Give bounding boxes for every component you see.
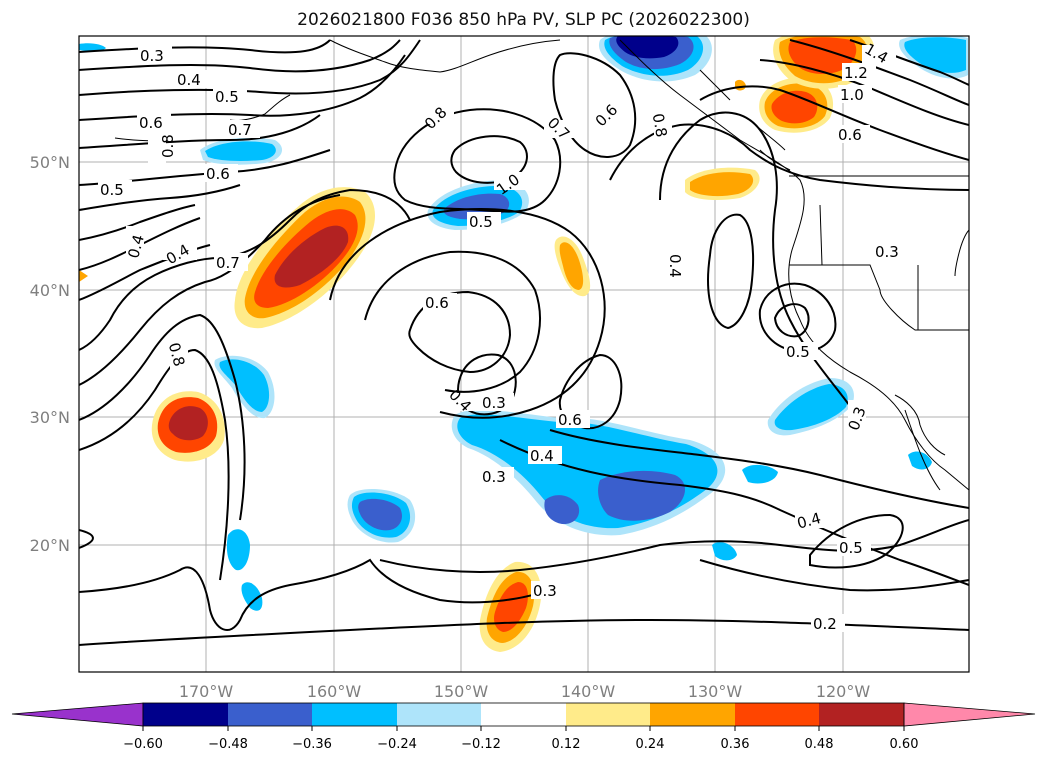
svg-text:0.4: 0.4 xyxy=(124,233,148,261)
svg-text:1.2: 1.2 xyxy=(844,64,868,82)
latitude-labels: 50°N 40°N 30°N 20°N xyxy=(30,153,70,555)
svg-text:0.8: 0.8 xyxy=(159,134,177,158)
colorbar-tick: −0.48 xyxy=(208,737,248,752)
svg-text:0.4: 0.4 xyxy=(666,254,684,278)
svg-text:0.5: 0.5 xyxy=(786,343,810,361)
colorbar-tick: −0.12 xyxy=(461,737,501,752)
svg-text:0.2: 0.2 xyxy=(813,615,837,633)
svg-text:0.3: 0.3 xyxy=(482,394,506,412)
longitude-labels: 170°W 160°W 150°W 140°W 130°W 120°W xyxy=(179,682,871,701)
colorbar-bin xyxy=(228,703,312,726)
coastlines-borders xyxy=(114,39,969,491)
svg-text:1.0: 1.0 xyxy=(840,86,864,104)
colorbar-tick: −0.36 xyxy=(292,737,332,752)
colorbar-bin xyxy=(735,703,819,726)
lat-label: 20°N xyxy=(30,536,70,555)
svg-text:0.3: 0.3 xyxy=(533,582,557,600)
svg-text:0.6: 0.6 xyxy=(139,114,163,132)
lat-label: 50°N xyxy=(30,153,70,172)
colorbar-bin xyxy=(312,703,397,726)
lat-label: 30°N xyxy=(30,408,70,427)
svg-text:0.5: 0.5 xyxy=(215,88,239,106)
svg-text:0.7: 0.7 xyxy=(216,254,240,272)
colorbar-tick: 0.48 xyxy=(805,737,834,752)
svg-text:0.3: 0.3 xyxy=(482,468,506,486)
lon-label: 160°W xyxy=(307,682,362,701)
svg-text:0.4: 0.4 xyxy=(795,509,823,533)
colorbar-over xyxy=(903,702,1036,727)
colorbar-bin xyxy=(397,703,481,726)
lon-label: 130°W xyxy=(688,682,743,701)
colorbar-tick: 0.12 xyxy=(552,737,581,752)
map-title: 2026021800 F036 850 hPa PV, SLP PC (2026… xyxy=(297,10,750,30)
svg-text:0.6: 0.6 xyxy=(558,411,582,429)
svg-text:0.5: 0.5 xyxy=(100,181,124,199)
colorbar-tick: 0.60 xyxy=(890,737,919,752)
svg-text:0.6: 0.6 xyxy=(425,294,449,312)
colorbar-under xyxy=(11,702,144,727)
lon-label: 120°W xyxy=(816,682,871,701)
svg-text:0.8: 0.8 xyxy=(165,341,189,369)
lon-label: 140°W xyxy=(561,682,616,701)
svg-text:0.3: 0.3 xyxy=(140,47,164,65)
svg-text:0.7: 0.7 xyxy=(228,121,252,139)
colorbar-bin xyxy=(566,703,650,726)
lat-label: 40°N xyxy=(30,281,70,300)
svg-text:0.4: 0.4 xyxy=(177,71,201,89)
colorbar-tick: 0.24 xyxy=(636,737,665,752)
svg-text:0.6: 0.6 xyxy=(206,165,230,183)
svg-text:0.3: 0.3 xyxy=(875,243,899,261)
svg-text:0.5: 0.5 xyxy=(839,539,863,557)
colorbar-bin xyxy=(481,703,566,726)
lon-label: 150°W xyxy=(434,682,489,701)
map-frame xyxy=(78,35,970,673)
svg-text:0.8: 0.8 xyxy=(649,112,671,139)
svg-text:0.6: 0.6 xyxy=(838,126,862,144)
colorbar-bin xyxy=(819,703,904,726)
colorbar-bin xyxy=(650,703,735,726)
svg-text:0.5: 0.5 xyxy=(469,213,493,231)
colorbar-bin xyxy=(143,703,228,726)
colorbar: −0.60 −0.48 −0.36 −0.24 −0.12 0.12 0.24 … xyxy=(11,702,1036,752)
svg-text:0.4: 0.4 xyxy=(530,447,554,465)
colorbar-tick: −0.60 xyxy=(123,737,163,752)
lon-label: 170°W xyxy=(179,682,234,701)
colorbar-tick: −0.24 xyxy=(377,737,417,752)
colorbar-tick: 0.36 xyxy=(721,737,750,752)
